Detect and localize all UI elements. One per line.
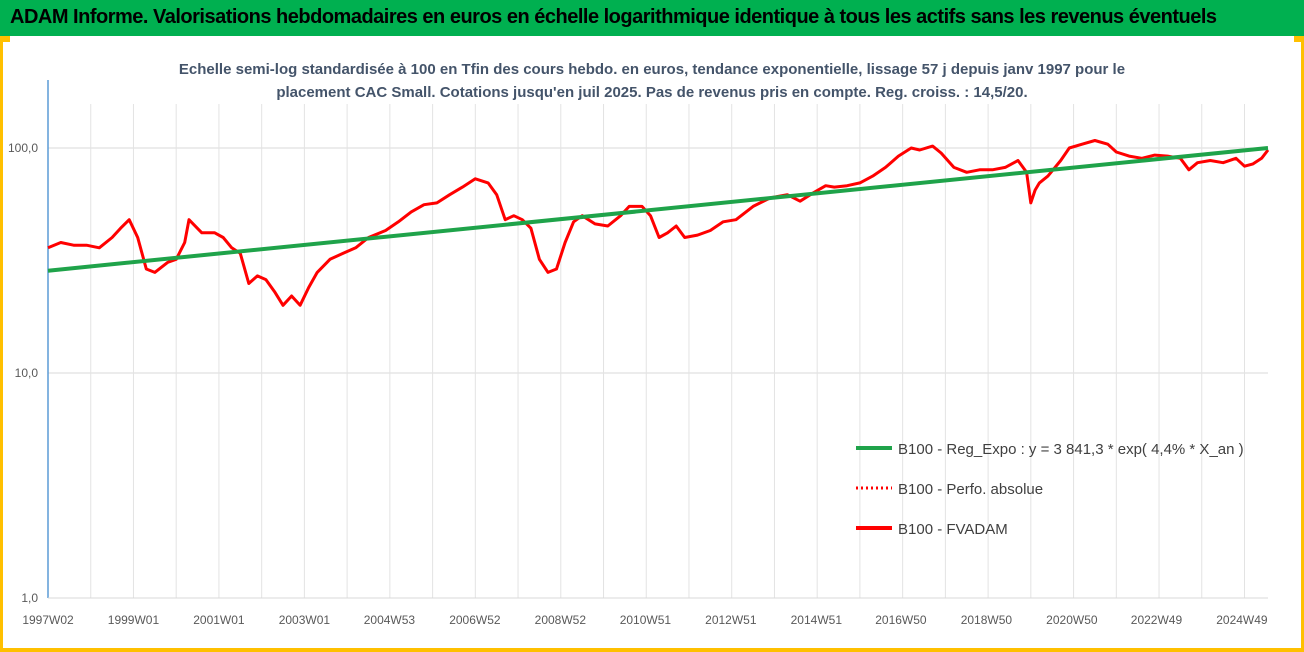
corner-accent-left (0, 36, 10, 42)
x-tick-label: 2020W50 (1046, 613, 1098, 627)
x-tick-label: 2022W49 (1131, 613, 1183, 627)
side-accent-left (0, 36, 3, 652)
legend-label-fvadam: B100 - FVADAM (898, 521, 1008, 538)
bottom-accent (0, 648, 1304, 652)
x-tick-label: 2004W53 (364, 613, 416, 627)
x-tick-label: 2012W51 (705, 613, 757, 627)
grid-lines (48, 104, 1268, 599)
y-tick-labels: 100,0 10,0 1,0 (8, 141, 38, 605)
legend: B100 - Reg_Expo : y = 3 841,3 * exp( 4,4… (856, 441, 1244, 538)
title-banner: ADAM Informe. Valorisations hebdomadaire… (0, 0, 1304, 36)
x-tick-label: 2018W50 (961, 613, 1013, 627)
legend-label-perfo: B100 - Perfo. absolue (898, 481, 1043, 498)
x-tick-label: 2001W01 (193, 613, 245, 627)
x-tick-label: 2003W01 (279, 613, 331, 627)
x-tick-label: 2014W51 (791, 613, 843, 627)
series-line-trend (47, 146, 1269, 273)
series-lines (47, 139, 1270, 307)
x-tick-label: 2008W52 (535, 613, 587, 627)
x-tick-label: 2010W51 (620, 613, 672, 627)
y-tick-label: 1,0 (21, 591, 38, 605)
legend-label-trend: B100 - Reg_Expo : y = 3 841,3 * exp( 4,4… (898, 441, 1244, 458)
banner-title: ADAM Informe. Valorisations hebdomadaire… (10, 6, 1217, 28)
y-tick-label: 100,0 (8, 141, 38, 155)
chart-subtitle-line-1: Echelle semi-log standardisée à 100 en T… (179, 61, 1125, 78)
chart-subtitle-line-2: placement CAC Small. Cotations jusqu'en … (276, 84, 1027, 101)
x-tick-labels: 1997W02 1999W01 2001W01 2003W01 2004W53 2006W… (22, 613, 1268, 627)
corner-accent-right (1294, 36, 1304, 42)
x-tick-label: 1999W01 (108, 613, 160, 627)
y-tick-label: 10,0 (15, 366, 39, 380)
x-tick-label: 2006W52 (449, 613, 501, 627)
side-accent-right (1301, 36, 1304, 652)
x-tick-label: 1997W02 (22, 613, 74, 627)
x-tick-label: 2024W49 (1216, 613, 1268, 627)
x-tick-label: 2016W50 (875, 613, 927, 627)
